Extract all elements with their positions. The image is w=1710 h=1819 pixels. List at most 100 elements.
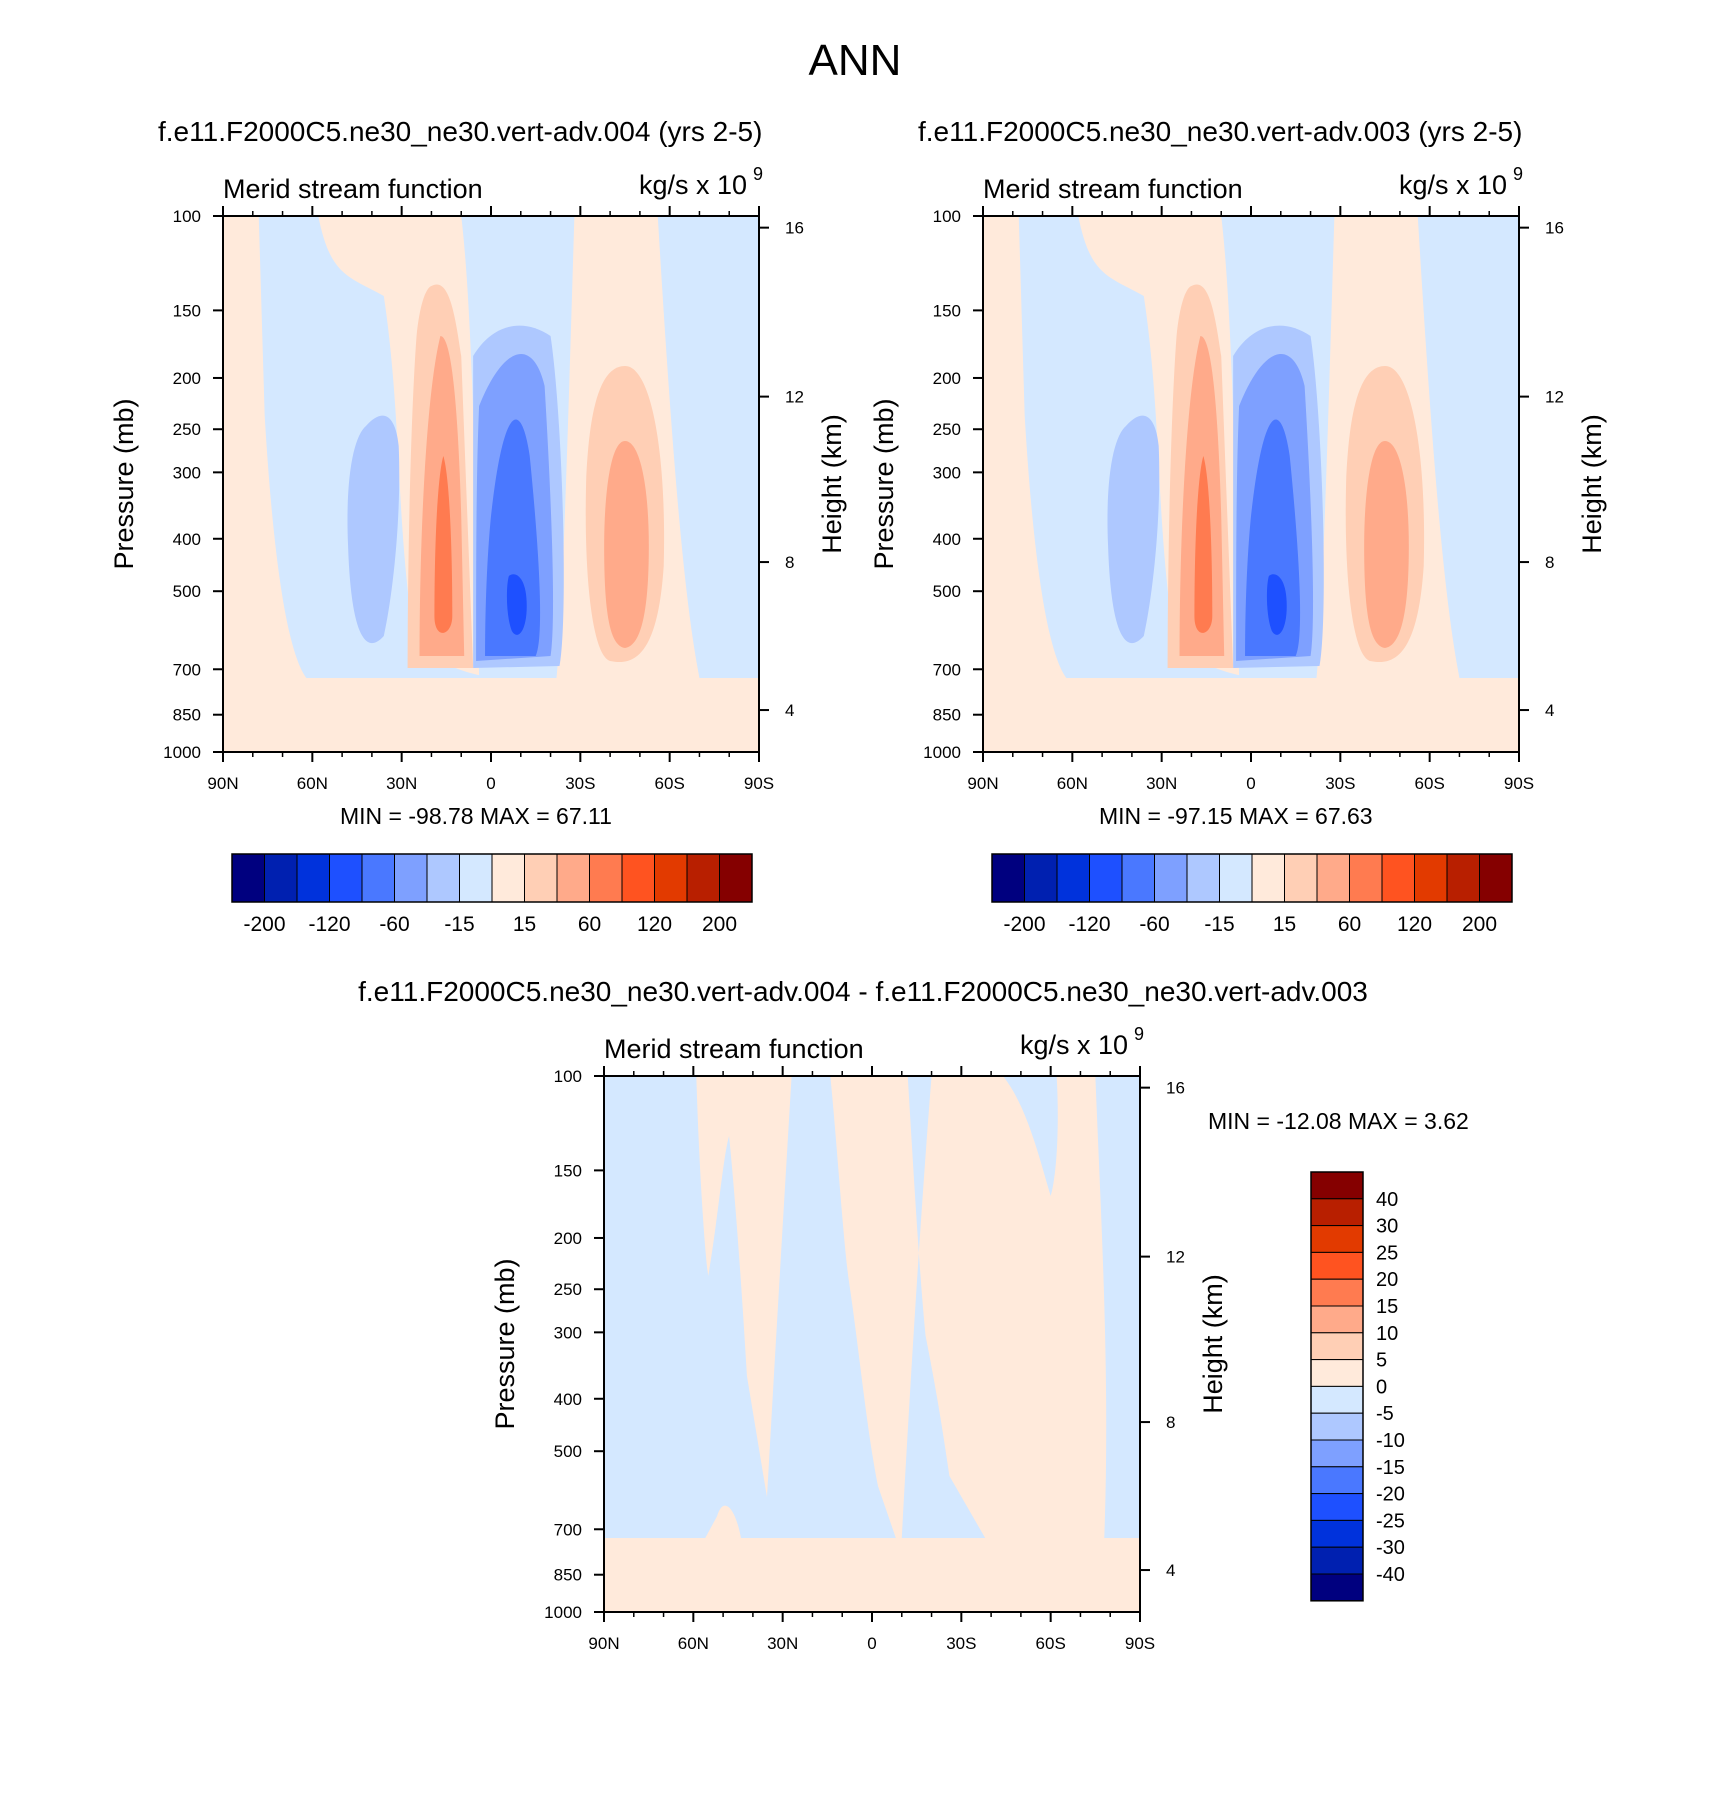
colorbar-label: 10: [1376, 1323, 1398, 1345]
x-tick-label: 30S: [565, 774, 595, 793]
main-title: ANN: [808, 36, 902, 85]
colorbar-box: [1349, 853, 1383, 903]
colorbar-label: -200: [1003, 913, 1045, 936]
left-string: Merid stream function: [604, 1034, 864, 1064]
colorbar-box: [1121, 853, 1155, 903]
units-label: kg/s x 10: [1020, 1030, 1128, 1060]
y2-tick-label: 16: [1545, 219, 1564, 238]
colorbar-box: [1310, 1278, 1364, 1307]
x-tick-label: 90S: [1125, 1634, 1155, 1653]
diff-panel-plot: 90N 60N 30N 0 30S 60S 90S 100 150 200 250 300 400 500…: [490, 1024, 1228, 1653]
x-tick-label: 60N: [1057, 774, 1088, 793]
colorbar-label: 5: [1376, 1350, 1387, 1372]
x-tick-label: 30N: [767, 1634, 798, 1653]
panel-2-colorbar: -200 -120 -60 -15 15 60 120 200: [991, 853, 1513, 936]
colorbar-label: 20: [1376, 1269, 1398, 1291]
panel-2-plot: 90N 60N 30N 0 30S 60S 90S 100 150 200 250 300 400 500…: [869, 164, 1607, 793]
y-tick-label: 850: [933, 706, 961, 725]
y-tick-label: 250: [554, 1280, 582, 1299]
y-tick-label: 300: [173, 463, 201, 482]
colorbar-label: -5: [1376, 1403, 1394, 1425]
x-tick-label: 60S: [1415, 774, 1445, 793]
colorbar-label: 120: [1397, 913, 1432, 936]
y-tick-label: 300: [554, 1323, 582, 1342]
colorbar-box: [556, 853, 590, 903]
x-tick-label: 60S: [1036, 1634, 1066, 1653]
x-tick-label: 90S: [744, 774, 774, 793]
diff-colorbar: 40 30 25 20 15 10 5 0 -5 -10 -15 -20 -25 -30 -40: [1310, 1171, 1405, 1602]
y-tick-label: 100: [933, 207, 961, 226]
colorbar-box: [1024, 853, 1058, 903]
units-exponent: 9: [1134, 1024, 1144, 1044]
y-tick-label: 700: [554, 1520, 582, 1539]
y-axis-label: Pressure (mb): [109, 398, 139, 569]
colorbar-label: -10: [1376, 1430, 1405, 1452]
colorbar-box: [621, 853, 655, 903]
colorbar-box: [1310, 1546, 1364, 1575]
contour-field: [983, 216, 1519, 752]
colorbar-box: [394, 853, 428, 903]
colorbar-label: -15: [1204, 913, 1234, 936]
y2-axis-label: Height (km): [1198, 1274, 1228, 1414]
x-tick-label: 60S: [655, 774, 685, 793]
y-tick-label: 200: [554, 1229, 582, 1248]
colorbar-box: [1186, 853, 1220, 903]
contour-field: [223, 216, 759, 752]
colorbar-box: [426, 853, 460, 903]
y-tick-label: 200: [173, 369, 201, 388]
diff-band-neg-2: [901, 1076, 986, 1538]
x-tick-label: 0: [867, 1634, 876, 1653]
colorbar-label: -25: [1376, 1510, 1405, 1532]
colorbar-frame: [991, 853, 1513, 903]
colorbar-box: [1310, 1198, 1364, 1227]
colorbar-box: [1381, 853, 1415, 903]
colorbar-box: [1479, 853, 1513, 903]
diff-band-pos-sfc: [705, 1505, 741, 1538]
y2-tick-label: 8: [1166, 1413, 1175, 1432]
y-tick-label: 1000: [923, 743, 961, 762]
contour-neg-90: [485, 419, 541, 656]
colorbar-box: [991, 853, 1025, 903]
contour-pos-60: [1194, 456, 1213, 633]
y2-tick-label: 12: [785, 388, 804, 407]
colorbar-box: [1310, 1439, 1364, 1468]
colorbar-label: -40: [1376, 1564, 1405, 1586]
colorbar-box: [1310, 1305, 1364, 1334]
y-tick-label: 150: [933, 301, 961, 320]
y-tick-label: 850: [554, 1566, 582, 1585]
x-tick-label: 0: [486, 774, 495, 793]
colorbar-label: 200: [1462, 913, 1497, 936]
x-tick-label: 30S: [946, 1634, 976, 1653]
colorbar-label: 40: [1376, 1189, 1398, 1211]
colorbar-box: [1154, 853, 1188, 903]
y-tick-label: 300: [933, 463, 961, 482]
y-tick-label: 1000: [163, 743, 201, 762]
x-tick-label: 30S: [1325, 774, 1355, 793]
colorbar-box: [1310, 1225, 1364, 1253]
contour-neg-120: [506, 574, 527, 635]
panel-1-title: f.e11.F2000C5.ne30_ne30.vert-adv.004 (yr…: [158, 116, 763, 147]
left-string: Merid stream function: [223, 174, 483, 204]
colorbar-box: [1310, 1412, 1364, 1441]
colorbar-label: -15: [444, 913, 474, 936]
colorbar-box: [686, 853, 720, 903]
colorbar-label: 15: [1376, 1296, 1398, 1318]
y-tick-label: 850: [173, 706, 201, 725]
contour-pos-60: [434, 456, 453, 633]
colorbar-label: -120: [1068, 913, 1110, 936]
y2-axis-label: Height (km): [1577, 414, 1607, 554]
colorbar-label: 15: [513, 913, 536, 936]
y-tick-label: 200: [933, 369, 961, 388]
y2-tick-label: 4: [785, 701, 794, 720]
y-tick-label: 400: [554, 1390, 582, 1409]
colorbar-label: 60: [578, 913, 601, 936]
y2-axis-label: Height (km): [817, 414, 847, 554]
colorbar-label: 15: [1273, 913, 1296, 936]
y2-tick-label: 12: [1545, 388, 1564, 407]
colorbar-box: [1089, 853, 1123, 903]
x-tick-label: 0: [1246, 774, 1255, 793]
y2-tick-label: 4: [1166, 1561, 1175, 1580]
y2-tick-label: 12: [1166, 1248, 1185, 1267]
colorbar-box: [1310, 1251, 1364, 1280]
diff-panel-title: f.e11.F2000C5.ne30_ne30.vert-adv.004 - f…: [358, 976, 1368, 1007]
